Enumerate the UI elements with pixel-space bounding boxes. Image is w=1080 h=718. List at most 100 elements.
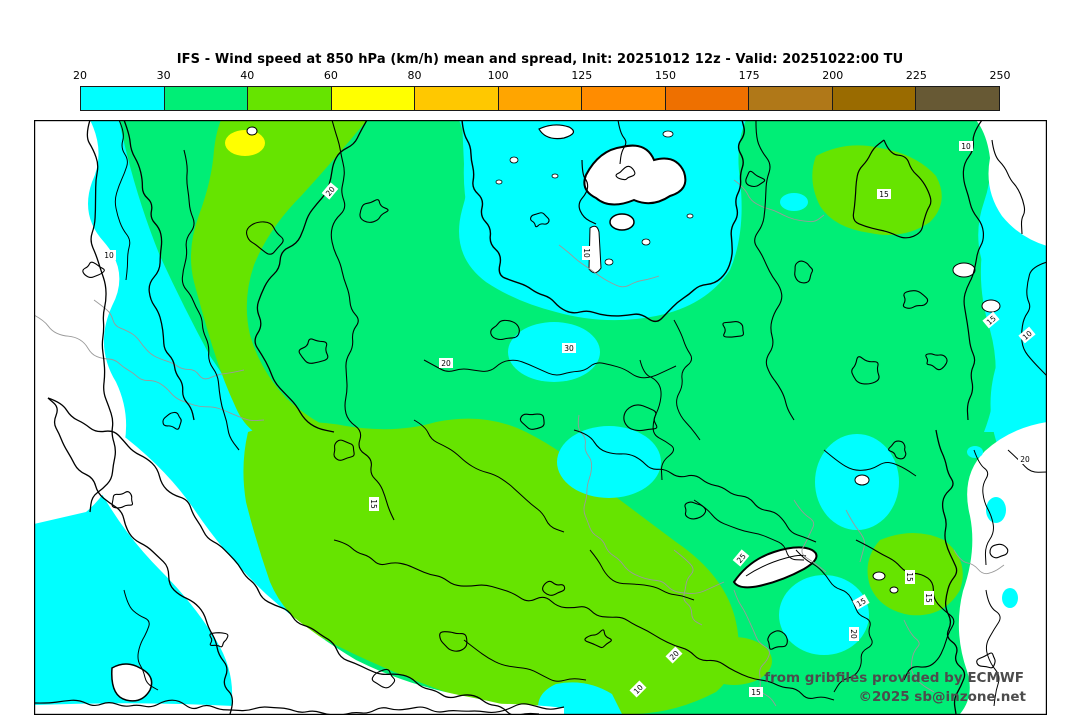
- coastline: [793, 499, 827, 573]
- region-speed-40-60: [190, 120, 963, 714]
- coastline: [903, 619, 935, 693]
- coastline: [733, 179, 825, 223]
- contour-line: [573, 429, 817, 543]
- contour-loop: [519, 413, 545, 430]
- colorbar-tick-label: 60: [323, 69, 338, 82]
- contour-line: [423, 359, 677, 379]
- watermark-copyright: ©2025 sb@inzone.net: [859, 689, 1027, 705]
- coastline: [558, 244, 660, 288]
- svg-text:15: 15: [751, 688, 761, 697]
- figure-title: IFS - Wind speed at 850 hPa (km/h) mean …: [176, 52, 904, 67]
- contour-loop: [82, 261, 105, 278]
- colorbar-segment: [164, 87, 249, 110]
- colorbar-scale: [80, 86, 1000, 111]
- spread-contour-lines: [34, 120, 1047, 715]
- svg-text:15: 15: [369, 499, 378, 509]
- colorbar-segment: [916, 87, 1000, 110]
- white-bottom-right-region: [958, 422, 1047, 714]
- contour-label: 10: [102, 250, 116, 260]
- contour-loop: [615, 165, 636, 181]
- contour-line: [1007, 449, 1047, 473]
- colorbar-segment: [248, 87, 332, 110]
- contour-loop: [439, 631, 468, 652]
- contour-loop: [684, 501, 707, 520]
- colorbar-segment: [832, 87, 917, 110]
- colorbar-tick-label: 80: [407, 69, 422, 82]
- contour-loop: [298, 338, 329, 364]
- contour-loop: [333, 439, 355, 461]
- island-novaya-zemlya: [583, 144, 687, 206]
- colorbar-segment: [81, 87, 165, 110]
- contour-label: 10: [959, 141, 973, 151]
- contour-line: [795, 549, 873, 693]
- contour-line: [617, 120, 627, 165]
- contour-line: [330, 120, 395, 521]
- coastline: [953, 549, 1005, 575]
- contour-line: [693, 499, 805, 561]
- colorbar: 20 30 40 60 80 100 125 150 175 200 225 250: [73, 69, 1011, 111]
- contour-loop: [490, 319, 520, 341]
- coastline: [673, 549, 703, 626]
- contour-label: 15: [924, 591, 934, 605]
- svg-text:20: 20: [1020, 455, 1030, 464]
- contour-loop: [976, 652, 996, 669]
- contour-loop: [371, 668, 396, 689]
- contour-line: [852, 139, 932, 239]
- contour-line: [578, 159, 597, 225]
- calm-white-regions: [34, 120, 1047, 714]
- colorbar-tick-label: 225: [905, 69, 927, 82]
- map-frame: [34, 120, 1047, 715]
- coastline: [577, 414, 725, 594]
- contour-loop: [162, 411, 182, 430]
- contour-line: [413, 419, 565, 533]
- contour-loop: [767, 630, 788, 650]
- svg-text:20: 20: [849, 629, 858, 639]
- contour-loop: [111, 491, 134, 509]
- coastline: [93, 299, 245, 380]
- contour-line: [823, 449, 917, 477]
- contour-loop: [989, 543, 1009, 559]
- contour-line: [754, 120, 795, 421]
- contour-line: [181, 149, 240, 451]
- svg-text:15: 15: [879, 190, 889, 199]
- coastlines: [34, 179, 1005, 707]
- contour-label: 20: [1018, 454, 1032, 464]
- contour-loop: [623, 404, 658, 432]
- contour-loop: [246, 221, 284, 255]
- svg-text:15: 15: [855, 596, 868, 609]
- colorbar-tick-label: 125: [571, 69, 593, 82]
- colorbar-segment: [415, 87, 499, 110]
- contour-line: [935, 429, 966, 715]
- contour-line: [673, 319, 701, 441]
- contour-label: 20: [439, 358, 453, 368]
- contour-line: [463, 639, 587, 682]
- contour-line: [1021, 261, 1047, 377]
- contour-line: [254, 120, 368, 433]
- contour-line: [589, 549, 695, 601]
- contour-label: 15: [905, 570, 915, 584]
- svg-text:10: 10: [961, 142, 971, 151]
- contour-label: 15: [852, 594, 870, 610]
- colorbar-segment: [331, 87, 416, 110]
- contour-line: [962, 120, 985, 421]
- map-canvas: 10 20 20 30 15 10 15 10 15 25 15 15 15 20 20 15 10 20 10 f…: [34, 120, 1047, 715]
- contour-label: 15: [749, 687, 763, 697]
- colorbar-segment: [749, 87, 833, 110]
- colorbar-tick-label: 30: [156, 69, 171, 82]
- contour-loop: [584, 629, 612, 649]
- coastline: [845, 509, 865, 563]
- coastline: [34, 314, 265, 422]
- colorbar-tick-label: 200: [822, 69, 844, 82]
- contour-loop: [722, 320, 745, 338]
- contour-loop: [888, 440, 907, 460]
- contour-line: [34, 699, 565, 715]
- contour-line: [991, 139, 1026, 235]
- contour-line: [123, 120, 195, 421]
- colorbar-segment: [582, 87, 666, 110]
- region-speed-60-80: [225, 130, 265, 156]
- contour-loop: [209, 632, 229, 648]
- watermark-source: from gribfiles provided by ECMWF: [764, 670, 1024, 686]
- contour-loop: [851, 356, 880, 385]
